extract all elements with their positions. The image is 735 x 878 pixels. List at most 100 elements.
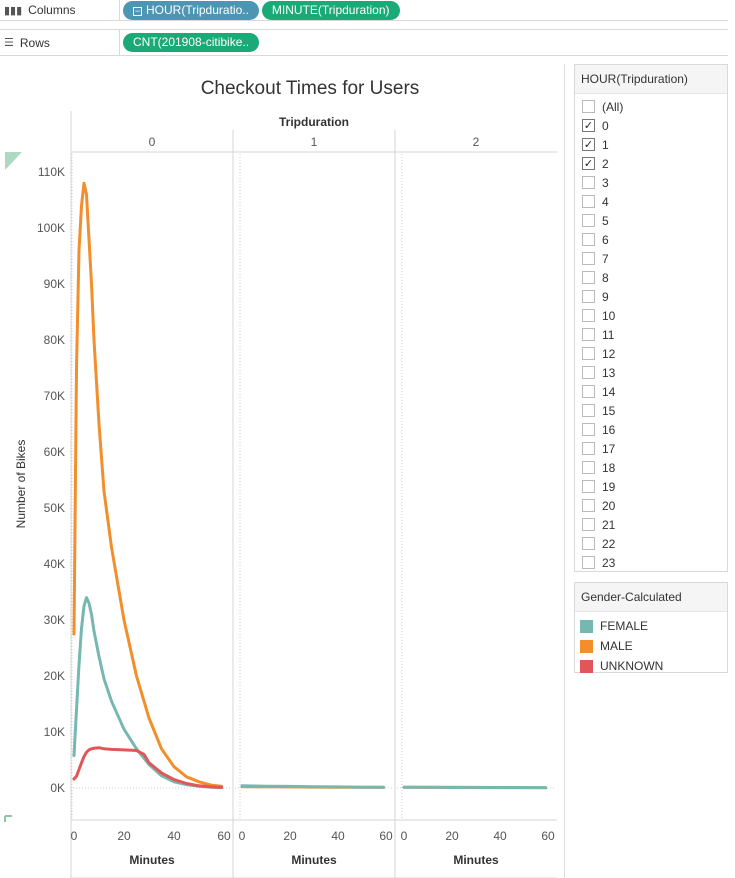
checkbox[interactable] (582, 366, 595, 379)
checkbox[interactable] (582, 290, 595, 303)
checkbox[interactable] (582, 252, 595, 265)
filter-item[interactable]: 4 (575, 192, 727, 211)
filter-item-label: 3 (602, 175, 609, 190)
filter-item[interactable]: 21 (575, 515, 727, 534)
checkbox[interactable] (582, 423, 595, 436)
checkbox[interactable] (582, 195, 595, 208)
checkbox[interactable] (582, 328, 595, 341)
panel-header: 0 (149, 135, 156, 149)
filter-item[interactable]: ✓ 2 (575, 154, 727, 173)
worksheet (0, 64, 565, 878)
filter-item[interactable]: ✓ 0 (575, 116, 727, 135)
x-tick-label: 0 (239, 829, 246, 843)
filter-item[interactable]: 15 (575, 401, 727, 420)
filter-item[interactable]: 18 (575, 458, 727, 477)
series-line-female (240, 784, 386, 789)
filter-item-label: 9 (602, 289, 609, 304)
x-tick-label: 20 (283, 829, 297, 843)
filter-item-label: 6 (602, 232, 609, 247)
filter-item-label: 17 (602, 441, 616, 456)
filter-item[interactable]: 5 (575, 211, 727, 230)
filter-item-label: 12 (602, 346, 616, 361)
filter-list: (All) ✓ 0 ✓ 1 ✓ 2 3 4 5 6 7 8 9 10 11 12 13 14 15 16 17 18 19 20… (575, 94, 727, 572)
y-axis-label: Number of Bikes (14, 440, 28, 529)
filter-item[interactable]: 13 (575, 363, 727, 382)
checkbox[interactable] (582, 537, 595, 550)
y-tick-label: 90K (44, 277, 65, 291)
legend-item[interactable]: MALE (575, 636, 727, 656)
minute-tripduration-pill[interactable]: MINUTE(Tripduration) (261, 0, 400, 20)
x-tick-label: 40 (167, 829, 181, 843)
filter-item[interactable]: (All) (575, 97, 727, 116)
legend-swatch (580, 659, 593, 673)
filter-item-label: 2 (602, 156, 609, 171)
count-pill[interactable]: CNT(201908-citibike.. (123, 33, 260, 52)
filter-item[interactable]: 8 (575, 268, 727, 287)
rows-shelf-label: ☰ Rows (0, 30, 120, 55)
y-tick-label: 20K (44, 669, 65, 683)
panel-header: 2 (473, 135, 480, 149)
checkbox[interactable]: ✓ (582, 138, 595, 151)
rows-shelf[interactable]: ☰ Rows CNT(201908-citibike.. (0, 29, 728, 56)
filter-item-label: (All) (602, 99, 624, 114)
column-header-label: Tripduration (279, 115, 349, 129)
checkbox[interactable]: ✓ (582, 157, 595, 170)
filter-item-label: 7 (602, 251, 609, 266)
checkbox[interactable] (582, 214, 595, 227)
filter-item[interactable]: 19 (575, 477, 727, 496)
checkbox[interactable] (582, 461, 595, 474)
filter-item[interactable]: 16 (575, 420, 727, 439)
checkbox[interactable] (582, 404, 595, 417)
filter-item-label: 1 (602, 137, 609, 152)
checkbox[interactable] (582, 347, 595, 360)
filter-item[interactable]: 20 (575, 496, 727, 515)
legend-item[interactable]: UNKNOWN (575, 656, 727, 676)
filter-item[interactable]: 14 (575, 382, 727, 401)
legend-swatch (580, 639, 593, 653)
count-pill-label: CNT(201908-citibike.. (133, 35, 250, 49)
collapse-icon[interactable]: − (133, 5, 142, 16)
filter-item-label: 20 (602, 498, 616, 513)
filter-item[interactable]: 6 (575, 230, 727, 249)
columns-shelf-label: ▮▮▮ Columns (0, 0, 120, 20)
filter-item[interactable]: 11 (575, 325, 727, 344)
filter-item-label: 15 (602, 403, 616, 418)
checkbox[interactable] (582, 480, 595, 493)
columns-shelf[interactable]: ▮▮▮ Columns − HOUR(Tripduratio.. MINUTE(T… (0, 0, 728, 21)
checkbox[interactable] (582, 385, 595, 398)
filter-item[interactable]: 12 (575, 344, 727, 363)
columns-icon: ▮▮▮ (4, 3, 23, 17)
checkbox[interactable] (582, 518, 595, 531)
checkbox[interactable] (582, 309, 595, 322)
y-tick-label: 50K (44, 501, 65, 515)
filter-item[interactable]: 7 (575, 249, 727, 268)
checkbox[interactable] (582, 442, 595, 455)
checkbox[interactable] (582, 499, 595, 512)
y-tick-label: 0K (50, 781, 65, 795)
panel-header: 1 (311, 135, 318, 149)
filter-item[interactable]: 23 (575, 553, 727, 572)
hour-tripduration-pill[interactable]: − HOUR(Tripduratio.. (123, 0, 259, 20)
x-tick-label: 60 (217, 829, 231, 843)
legend-item[interactable]: FEMALE (575, 616, 727, 636)
filter-item-label: 19 (602, 479, 616, 494)
filter-item[interactable]: 3 (575, 173, 727, 192)
checkbox[interactable] (582, 233, 595, 246)
checkbox[interactable]: ✓ (582, 119, 595, 132)
legend-panel: Gender-Calculated FEMALE MALE UNKNOWN (574, 582, 728, 673)
checkbox[interactable] (582, 556, 595, 569)
filter-item[interactable]: 10 (575, 306, 727, 325)
checkbox[interactable] (582, 271, 595, 284)
x-tick-label: 0 (71, 829, 78, 843)
legend-swatch (580, 619, 593, 633)
checkbox[interactable] (582, 100, 595, 113)
filter-item[interactable]: 9 (575, 287, 727, 306)
hour-pill-label: HOUR(Tripduratio.. (146, 2, 249, 17)
corner-marker (5, 152, 22, 170)
filter-item[interactable]: ✓ 1 (575, 135, 727, 154)
filter-item[interactable]: 22 (575, 534, 727, 553)
checkbox[interactable] (582, 176, 595, 189)
x-tick-label: 20 (117, 829, 131, 843)
filter-item[interactable]: 17 (575, 439, 727, 458)
